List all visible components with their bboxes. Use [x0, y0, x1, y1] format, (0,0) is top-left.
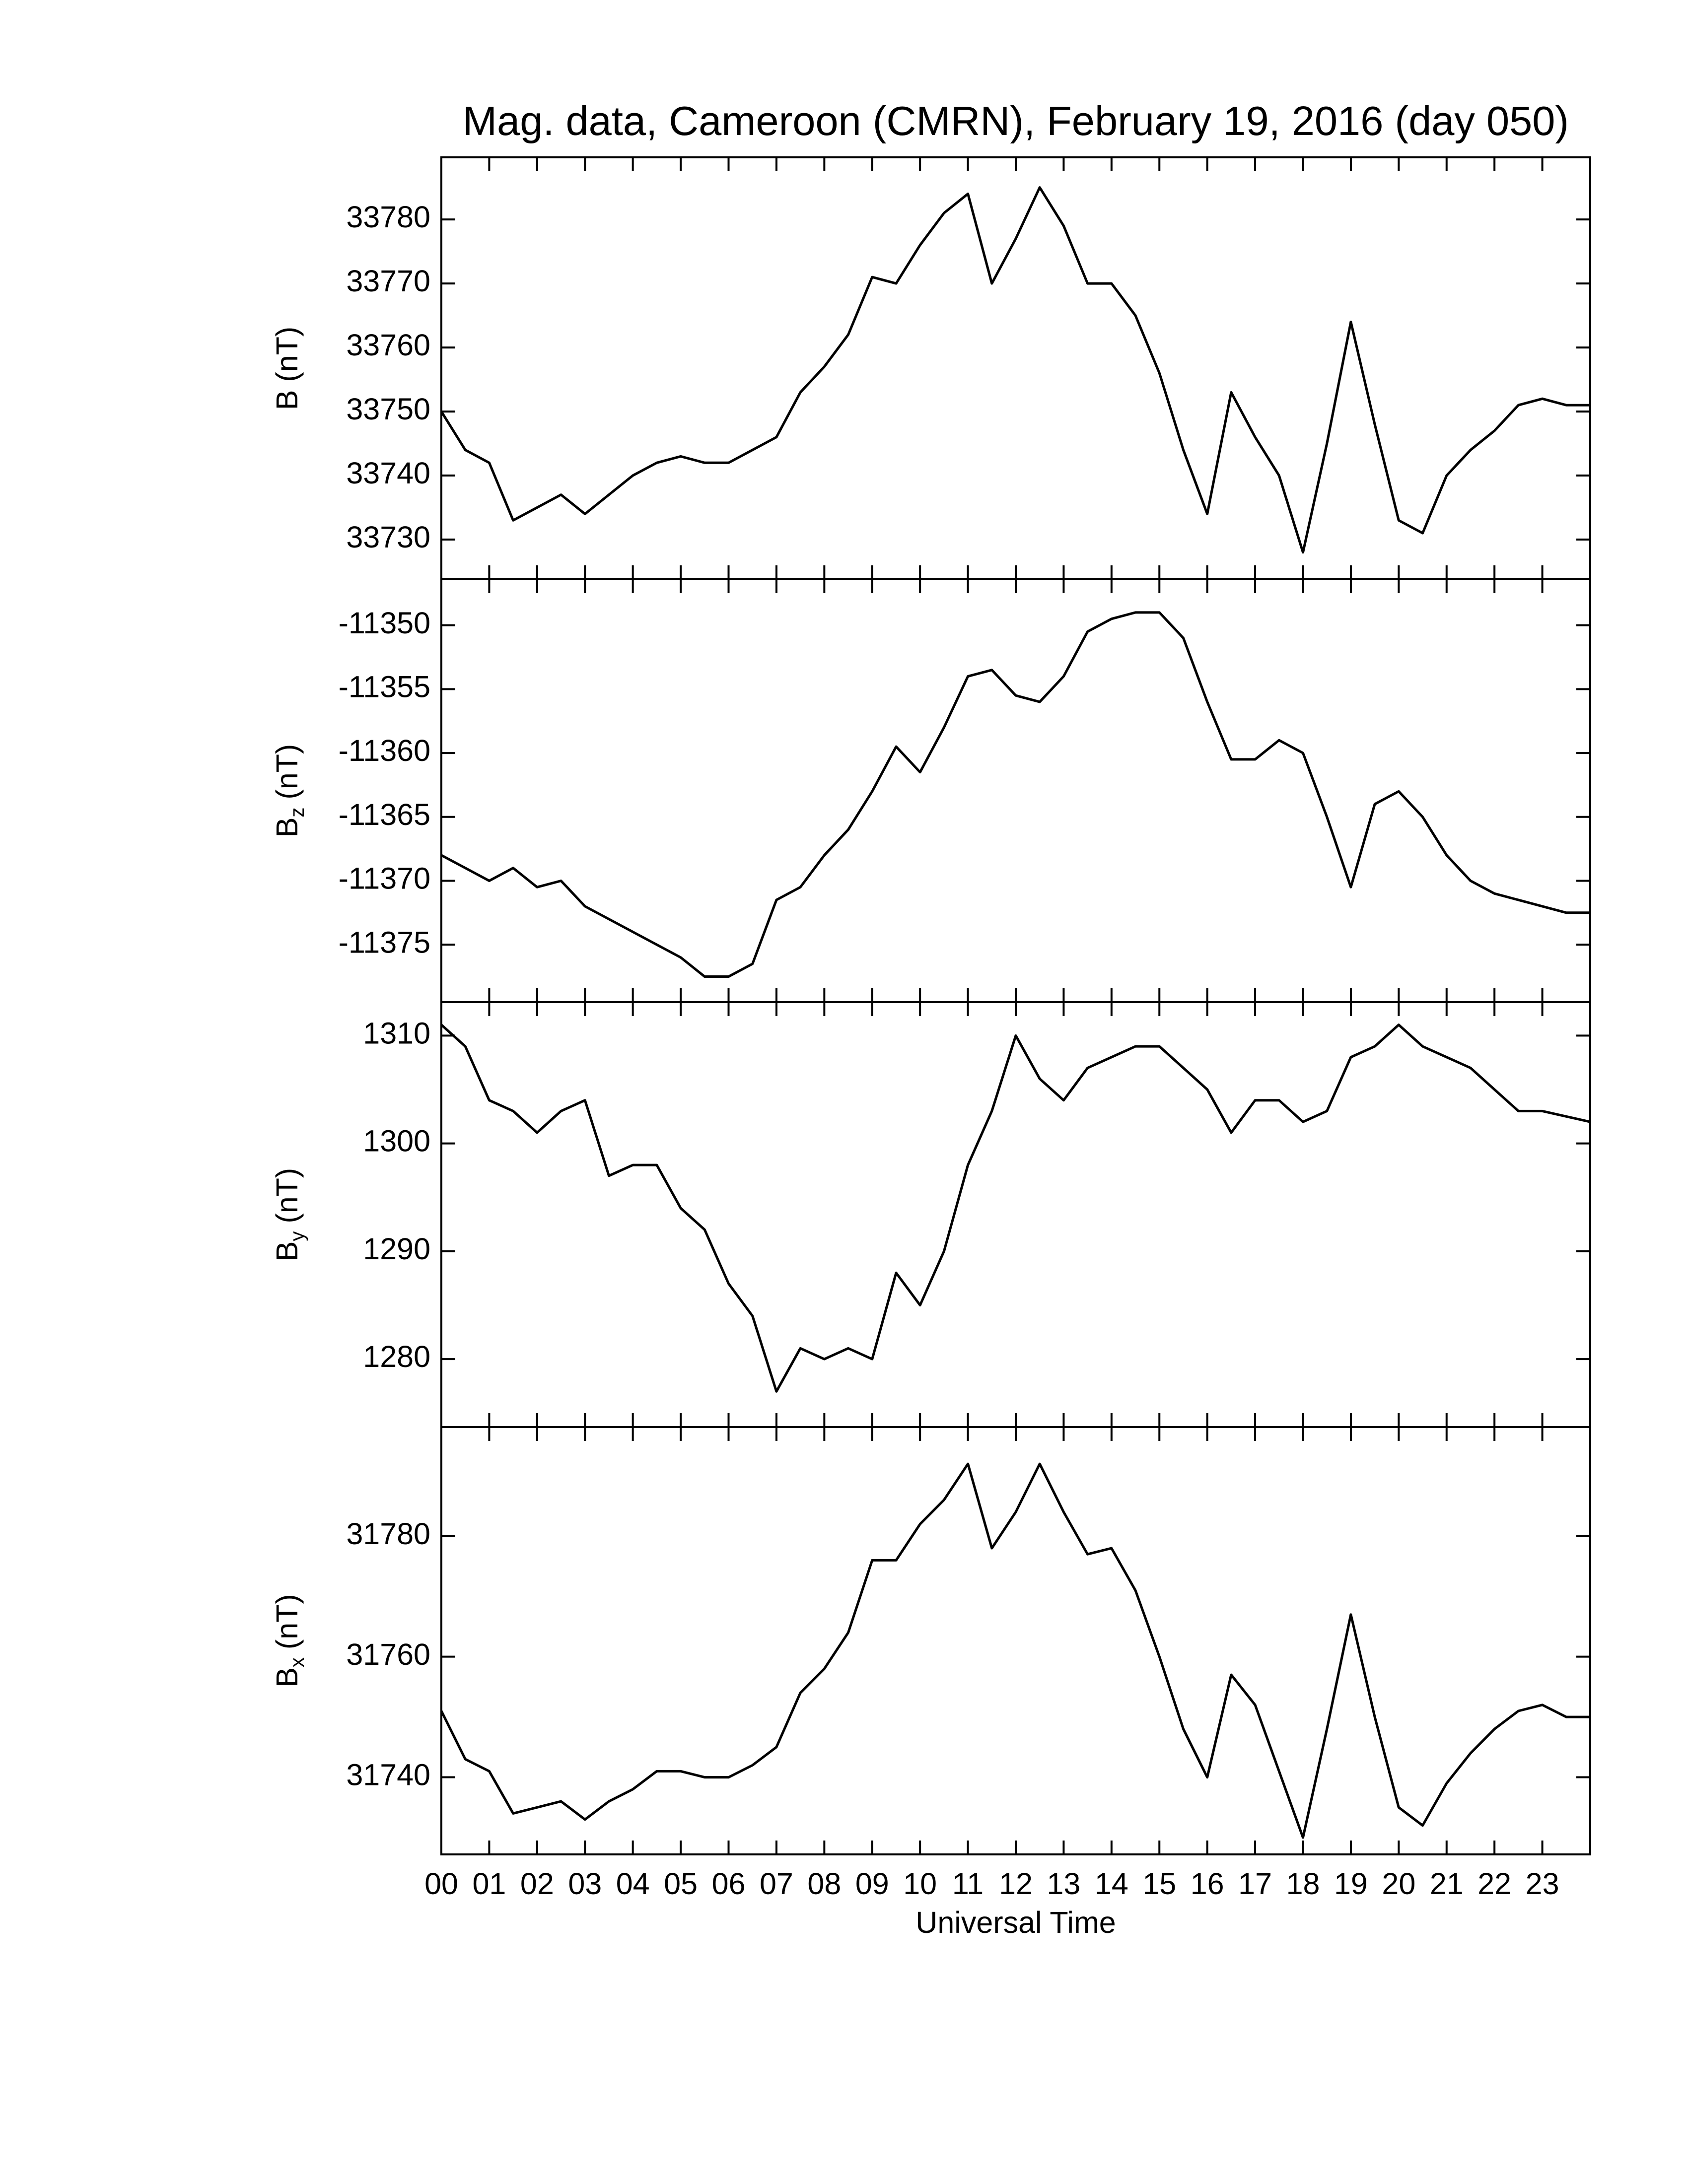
y-tick-label: 31760: [346, 1638, 430, 1671]
x-tick-label: 18: [1286, 1867, 1320, 1901]
x-tick-label: 01: [472, 1867, 506, 1901]
x-tick-label: 23: [1526, 1867, 1559, 1901]
y-label-main: B: [270, 390, 304, 410]
x-tick-label: 03: [568, 1867, 602, 1901]
y-tick-label: -11370: [339, 862, 430, 895]
y-tick-label: 33740: [346, 456, 430, 490]
x-tick-label: 15: [1142, 1867, 1176, 1901]
y-axis-label: By (nT): [270, 1168, 308, 1262]
y-tick-label: -11360: [339, 734, 430, 767]
x-tick-label: 13: [1047, 1867, 1080, 1901]
y-tick-label: 33780: [346, 200, 430, 234]
y-tick-label: 31780: [346, 1517, 430, 1551]
plot-frame: [440, 156, 1591, 580]
y-tick-label: 1290: [363, 1232, 430, 1266]
x-tick-label: 08: [807, 1867, 841, 1901]
x-tick-label: 06: [712, 1867, 746, 1901]
y-axis-label: Bx (nT): [270, 1594, 308, 1688]
plot-frame: [440, 1426, 1591, 1855]
data-line: [440, 186, 1590, 554]
y-tick-label: 1300: [363, 1124, 430, 1158]
y-tick-label: 1310: [363, 1016, 430, 1050]
y-label-unit: (nT): [270, 1594, 304, 1649]
y-label-sub: y: [286, 1231, 308, 1241]
y-tick-label: 31740: [346, 1758, 430, 1792]
x-tick-label: 11: [952, 1867, 984, 1901]
y-axis-label: B (nT): [270, 327, 304, 410]
data-line: [440, 611, 1590, 978]
y-label-main: B: [270, 1667, 304, 1688]
y-label-sub: z: [286, 808, 308, 818]
y-tick-label: 1280: [363, 1340, 430, 1373]
y-tick-label: -11365: [339, 798, 430, 831]
x-tick-label: 10: [903, 1867, 937, 1901]
x-tick-label: 09: [855, 1867, 889, 1901]
x-tick-label: 00: [424, 1867, 458, 1901]
chart-title: Mag. data, Cameroon (CMRN), February 19,…: [463, 98, 1569, 144]
x-tick-label: 12: [999, 1867, 1033, 1901]
x-tick-label: 05: [664, 1867, 698, 1901]
x-tick-label: 20: [1382, 1867, 1415, 1901]
y-label-unit: (nT): [270, 327, 304, 382]
plot-frame: [440, 1001, 1591, 1428]
x-tick-label: 22: [1477, 1867, 1511, 1901]
x-tick-label: 02: [520, 1867, 554, 1901]
data-line: [440, 1462, 1590, 1839]
x-tick-label: 07: [760, 1867, 793, 1901]
y-tick-label: 33750: [346, 392, 430, 426]
y-tick-label: -11355: [339, 670, 430, 703]
y-label-main: B: [270, 818, 304, 838]
x-tick-label: 14: [1095, 1867, 1128, 1901]
y-axis-label: Bz (nT): [270, 744, 308, 838]
data-line: [440, 1024, 1591, 1393]
plot-frame: [440, 578, 1591, 1003]
x-tick-label: 04: [616, 1867, 650, 1901]
y-tick-label: -11375: [339, 925, 430, 959]
y-label-unit: (nT): [270, 1168, 304, 1224]
y-tick-label: 33760: [346, 328, 430, 362]
y-tick-label: 33730: [346, 520, 430, 554]
x-tick-label: 16: [1191, 1867, 1224, 1901]
x-axis-label: Universal Time: [915, 1906, 1116, 1939]
y-tick-label: 33770: [346, 264, 430, 298]
y-label-unit: (nT): [270, 744, 304, 800]
x-tick-label: 21: [1430, 1867, 1464, 1901]
x-tick-label: 19: [1334, 1867, 1368, 1901]
y-label-sub: x: [286, 1657, 308, 1667]
y-label-main: B: [270, 1241, 304, 1262]
y-tick-label: -11350: [339, 606, 430, 640]
x-tick-label: 17: [1238, 1867, 1272, 1901]
